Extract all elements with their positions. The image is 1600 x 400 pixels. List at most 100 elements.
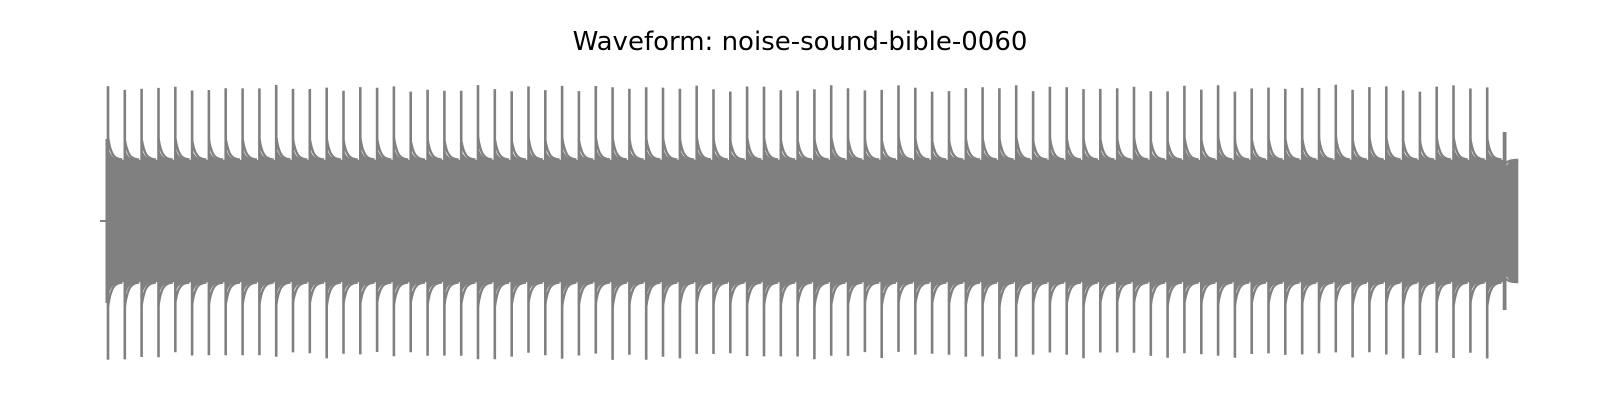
pulse-tail-lower: [1317, 281, 1334, 304]
pulse-body: [1335, 146, 1351, 294]
waveform-pulse: [846, 88, 863, 356]
pulse-tail-upper: [796, 139, 813, 161]
pulse-body: [578, 149, 594, 295]
pulse-tail-lower: [1301, 281, 1317, 304]
waveform-pulse: [1115, 88, 1132, 353]
pulse-body: [1150, 149, 1166, 296]
pulse-tail-lower: [1452, 281, 1468, 307]
pulse-tail-upper: [527, 137, 543, 161]
pulse-tail-lower: [712, 281, 728, 304]
waveform-pulse: [695, 85, 712, 354]
pulse-tail-lower: [1267, 281, 1283, 304]
pulse-tail-lower: [106, 281, 123, 308]
pulse-body: [242, 148, 257, 295]
pulse-tail-upper: [140, 138, 157, 161]
pulse-tail-lower: [1099, 281, 1115, 303]
pulse-tail-lower: [123, 281, 140, 307]
pulse-body: [1453, 146, 1468, 297]
waveform-pulse: [661, 87, 678, 357]
pulse-tail-upper: [594, 137, 611, 161]
pulse-tail-upper: [830, 136, 846, 161]
waveform-pulse: [493, 89, 510, 360]
pulse-tail-upper: [1267, 138, 1283, 161]
pulse-body: [1268, 147, 1283, 294]
pulse-tail-upper: [1401, 139, 1418, 161]
pulse-tail-upper: [1166, 140, 1183, 161]
waveform-pulse: [1284, 88, 1300, 355]
pulse-tail-lower: [1082, 281, 1098, 307]
pulse-body: [780, 149, 796, 296]
pulse-body: [276, 146, 291, 296]
pulse-tail-upper: [190, 139, 207, 161]
pulse-tail-lower: [1048, 281, 1065, 303]
pulse-tail-lower: [140, 281, 157, 306]
pulse-body: [898, 146, 913, 293]
waveform-pulse: [762, 86, 779, 357]
waveform-pulse: [358, 87, 375, 355]
pulse-tail-lower: [1385, 281, 1401, 304]
pulse-tail-lower: [1233, 281, 1250, 306]
pulse-body: [1369, 147, 1384, 294]
pulse-tail-upper: [779, 139, 796, 161]
chart-title: Waveform: noise-sound-bible-0060: [572, 27, 1028, 57]
pulse-tail-upper: [1385, 137, 1401, 161]
pulse-tail-upper: [560, 136, 577, 161]
pulse-tail-upper: [426, 139, 443, 161]
waveform-pulse: [174, 86, 190, 353]
pulse-tail-upper: [1368, 137, 1384, 161]
pulse-tail-upper: [1149, 140, 1166, 161]
pulse-body: [1504, 160, 1519, 282]
pulse-tail-lower: [342, 281, 358, 304]
waveform-pulse: [527, 86, 543, 353]
pulse-tail-upper: [106, 137, 123, 161]
pulse-body: [478, 146, 493, 297]
pulse-tail-lower: [964, 281, 981, 306]
pulse-tail-lower: [560, 281, 577, 307]
pulse-tail-lower: [375, 281, 392, 303]
pulse-tail-upper: [1048, 137, 1065, 161]
waveform-pulse: [897, 85, 913, 352]
pulse-tail-upper: [1351, 139, 1368, 161]
waveform-pulse: [1183, 85, 1199, 354]
waveform-pulse: [106, 86, 123, 360]
waveform-pulse: [1149, 91, 1166, 356]
pulse-tail-upper: [1301, 138, 1317, 161]
pulse-body: [1251, 148, 1266, 295]
pulse-tail-lower: [476, 281, 493, 307]
waveform-pulse: [274, 84, 291, 357]
pulse-body: [377, 147, 392, 294]
waveform-pulse: [577, 91, 594, 356]
pulse-tail-lower: [1418, 281, 1435, 305]
pulse-tail-lower: [527, 281, 543, 303]
pulse-tail-lower: [1200, 281, 1216, 304]
pulse-tail-upper: [123, 139, 140, 161]
pulse-body: [713, 148, 728, 295]
pulse-body: [1436, 147, 1451, 294]
pulse-tail-lower: [157, 281, 173, 306]
pulse-tail-upper: [964, 138, 981, 161]
pulse-tail-upper: [914, 138, 930, 161]
waveform-pulse: [880, 89, 897, 358]
waveform-pulse: [1267, 87, 1283, 354]
pulse-tail-lower: [1065, 281, 1082, 305]
pulse-body: [1487, 147, 1502, 297]
waveform-pulse: [1435, 86, 1452, 353]
pulse-tail-lower: [1015, 281, 1031, 306]
waveform-pulse: [1485, 87, 1502, 359]
pulse-tail-lower: [729, 281, 745, 304]
pulse-tail-upper: [745, 137, 762, 161]
pulse-tail-upper: [1334, 136, 1351, 161]
pulse-tail-lower: [930, 281, 947, 304]
pulse-tail-upper: [880, 139, 897, 161]
pulse-body: [1033, 149, 1048, 295]
pulse-tail-upper: [1031, 140, 1048, 161]
pulse-tail-lower: [745, 281, 762, 306]
pulse-tail-upper: [275, 136, 291, 161]
waveform-pulse: [409, 91, 426, 353]
pulse-body: [915, 147, 930, 295]
waveform-pulse: [712, 89, 728, 354]
pulse-tail-lower: [1031, 281, 1048, 305]
waveform-pulse: [1048, 86, 1065, 353]
pulse-tail-lower: [846, 281, 863, 305]
